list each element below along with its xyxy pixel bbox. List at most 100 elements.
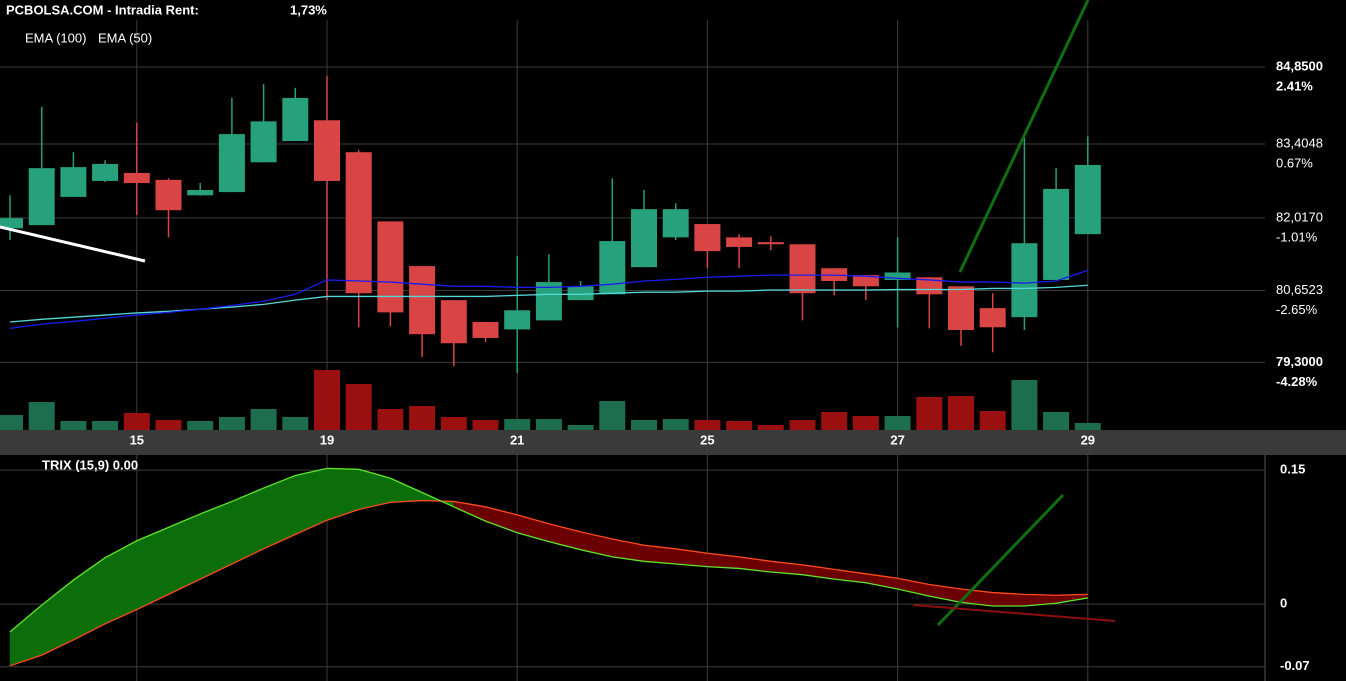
legend-label: EMA (50) (98, 30, 152, 45)
trend-line (958, 0, 1090, 273)
volume-bar (631, 420, 657, 430)
volume-bar (1074, 423, 1101, 430)
volume-bar (123, 413, 150, 430)
x-tick-label: 15 (130, 432, 144, 447)
volume-bar (250, 409, 277, 430)
y-tick-label: 79,3000 (1276, 354, 1323, 369)
volume-bar (979, 411, 1006, 430)
candle-body (726, 237, 753, 247)
volume-bar (535, 419, 562, 430)
candle-body (757, 242, 784, 245)
y-tick-label: 82,0170 (1276, 209, 1323, 224)
y-tick-change: 0.67% (1276, 155, 1313, 170)
candle-body (884, 272, 911, 280)
candle-body (345, 152, 372, 294)
y-tick-label: 0 (1280, 596, 1287, 611)
trend-line (912, 604, 1116, 622)
volume-bar (282, 417, 309, 430)
candle-body (472, 321, 499, 338)
volume-bar (155, 420, 182, 430)
y-tick-change: -2.65% (1276, 302, 1318, 317)
candle-body (60, 167, 87, 197)
candle-body (155, 179, 182, 211)
volume-bar (314, 370, 340, 430)
candle-body (694, 224, 721, 252)
volume-bar (345, 384, 372, 430)
candle-body (314, 120, 340, 181)
volume-bar (757, 425, 784, 430)
y-tick-change: -1.01% (1276, 229, 1318, 244)
candle-body (282, 97, 309, 142)
candle-body (187, 189, 214, 196)
volume-bar (852, 416, 879, 430)
rent-value: 1,73% (290, 2, 327, 17)
date-strip (0, 430, 1346, 455)
candle-body (948, 286, 974, 330)
x-tick-label: 21 (510, 432, 524, 447)
ema-line (9, 269, 1089, 329)
y-tick-label: 83,4048 (1276, 135, 1323, 150)
x-tick-label: 25 (700, 432, 714, 447)
y-tick-label: 84,8500 (1276, 58, 1323, 73)
volume-bar (662, 419, 689, 430)
x-tick-label: 29 (1081, 432, 1095, 447)
candle-body (504, 310, 531, 330)
volume-bar (92, 421, 119, 430)
volume-bar (377, 409, 404, 430)
volume-bar (0, 415, 23, 430)
y-tick-label: -0.07 (1280, 658, 1310, 673)
candle-body (218, 134, 245, 193)
trix-line (9, 467, 1088, 633)
volume-bar (409, 406, 436, 430)
trix-line (9, 499, 1088, 667)
candle-body (28, 168, 55, 226)
volume-bar (726, 421, 753, 430)
volume-bar (916, 397, 943, 430)
candle-body (1011, 243, 1038, 318)
candle-body (535, 282, 562, 321)
candle-body (250, 121, 277, 163)
volume-bar (948, 396, 974, 430)
volume-bar (694, 420, 721, 430)
candle-body (0, 218, 23, 229)
legend-label: EMA (100) (25, 30, 86, 45)
y-tick-label: 0.15 (1280, 462, 1305, 477)
volume-bar (504, 419, 531, 430)
candle-body (377, 221, 404, 313)
y-tick-label: 80,6523 (1276, 282, 1323, 297)
candle-body (409, 266, 436, 335)
trend-line (936, 493, 1065, 627)
x-tick-label: 19 (320, 432, 334, 447)
candle-body (852, 275, 879, 287)
volume-bar (1011, 380, 1038, 430)
volume-bar (567, 425, 594, 430)
candle-body (440, 300, 467, 344)
chart-title: PCBOLSA.COM - Intradia Rent: (6, 2, 199, 17)
volume-bar (1043, 412, 1070, 430)
marks (0, 76, 1101, 667)
volume-bar (60, 421, 87, 430)
candle-body (979, 308, 1006, 328)
candle-body (567, 286, 594, 301)
volume-bar (821, 412, 848, 430)
candle-body (662, 209, 689, 238)
volume-bar (472, 420, 499, 430)
candle-body (789, 244, 816, 294)
volume-bar (440, 417, 467, 430)
candle-body (631, 209, 657, 268)
volume-bar (218, 417, 245, 430)
candle-body (92, 163, 119, 181)
y-tick-change: 2.41% (1276, 78, 1313, 93)
candle-body (599, 241, 626, 295)
volume-bar (789, 420, 816, 430)
candle-body (1074, 164, 1101, 235)
candle-body (1043, 188, 1070, 280)
candle-body (123, 172, 150, 184)
trend-line (0, 225, 146, 263)
volume-bar (884, 416, 911, 430)
volume-bar (599, 401, 626, 430)
labels: 84,8500 2.41% 83,4048 0.67% 82,0170 -1.01% 80,… (25, 30, 1323, 673)
trix-title: TRIX (15,9) 0.00 (42, 457, 138, 472)
volume-bar (28, 402, 55, 430)
